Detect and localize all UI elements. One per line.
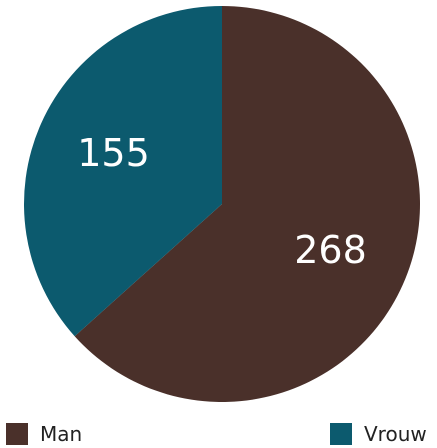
pie-slice-vrouw (24, 6, 223, 337)
legend-label-man: Man (40, 422, 83, 446)
pie-slices (24, 6, 420, 402)
legend-swatch-vrouw (330, 423, 352, 445)
legend-item-vrouw: Vrouw (330, 422, 427, 446)
data-label-vrouw: 155 (77, 131, 150, 175)
legend-swatch-man (6, 423, 28, 445)
data-label-man: 268 (294, 228, 367, 272)
legend-label-vrouw: Vrouw (364, 422, 427, 446)
pie-slice-man (74, 6, 420, 402)
pie-data-labels: 268 155 (77, 131, 367, 272)
legend-item-man: Man (6, 422, 82, 446)
